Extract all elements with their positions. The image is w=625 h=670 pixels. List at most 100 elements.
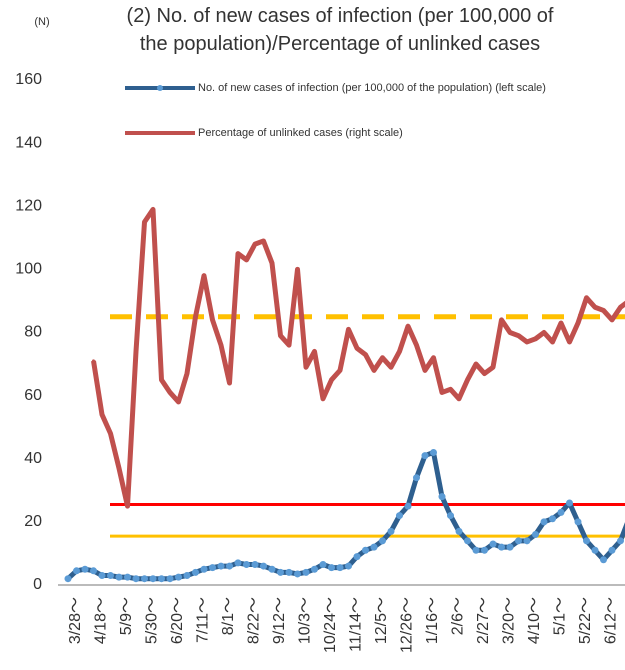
data-point <box>413 474 420 482</box>
data-point <box>277 568 284 576</box>
data-point <box>610 318 614 322</box>
x-tick-label: 4/10～ <box>526 597 543 644</box>
data-point <box>285 568 293 576</box>
data-point <box>491 365 495 369</box>
title-line: the population)/Percentage of unlinked c… <box>140 33 540 55</box>
data-point <box>557 508 565 516</box>
data-point <box>158 575 165 583</box>
data-point <box>328 564 335 572</box>
legend-label: Percentage of unlinked cases (right scal… <box>198 127 403 139</box>
x-tick-label: 10/3～ <box>297 597 314 644</box>
x-tick-label: 2/27～ <box>475 597 492 644</box>
legend-marker <box>157 85 163 91</box>
data-point <box>64 575 72 583</box>
data-point <box>132 575 140 583</box>
data-point <box>228 381 231 385</box>
data-point <box>92 359 95 363</box>
data-point <box>168 390 172 394</box>
data-point <box>549 515 556 523</box>
data-point <box>260 562 267 570</box>
data-point <box>447 512 454 520</box>
data-point <box>90 567 97 575</box>
data-point <box>430 448 437 456</box>
data-point <box>464 537 471 545</box>
data-point <box>593 305 597 309</box>
data-point <box>115 573 123 581</box>
data-point <box>253 242 257 246</box>
x-tick-label: 5/30～ <box>144 597 161 644</box>
data-point <box>370 543 378 551</box>
data-point <box>107 572 114 580</box>
data-point <box>585 296 588 300</box>
y-tick-label: 80 <box>24 324 42 341</box>
data-point <box>440 390 444 394</box>
title-line: (2) No. of new cases of infection (per 1… <box>127 5 554 27</box>
data-point <box>98 572 106 580</box>
data-point <box>583 537 590 545</box>
data-point <box>617 537 624 545</box>
data-point <box>506 543 514 551</box>
data-point <box>124 573 131 581</box>
data-point <box>372 368 376 372</box>
data-point <box>362 546 369 554</box>
data-point <box>568 340 571 344</box>
data-point <box>515 537 522 545</box>
data-point <box>542 331 546 334</box>
data-point <box>192 568 199 576</box>
x-tick-label: 8/22～ <box>246 597 263 644</box>
data-point <box>160 378 163 382</box>
data-point <box>149 575 157 583</box>
data-point <box>619 305 622 309</box>
data-point <box>268 565 276 573</box>
data-point <box>100 413 104 417</box>
data-point <box>311 565 318 573</box>
series-line <box>66 449 625 582</box>
data-point <box>517 334 520 338</box>
data-point <box>381 356 384 360</box>
x-tick-label: 5/9～ <box>118 597 135 635</box>
data-point <box>185 372 189 376</box>
data-point <box>209 564 216 572</box>
x-tick-label: 11/14～ <box>348 597 365 652</box>
data-point <box>404 502 412 510</box>
data-point <box>540 518 548 526</box>
x-tick-label: 6/12～ <box>603 597 620 644</box>
data-point <box>355 346 359 350</box>
data-point <box>534 337 537 341</box>
data-point <box>287 343 291 347</box>
y-tick-label: 20 <box>24 513 42 530</box>
y-tick-label: 160 <box>15 71 42 88</box>
data-point <box>194 315 197 319</box>
x-tick-label: 1/16～ <box>424 597 441 644</box>
y-tick-label: 60 <box>24 387 42 404</box>
data-point <box>449 387 452 391</box>
data-point <box>296 267 299 271</box>
data-point <box>364 353 367 357</box>
data-point <box>432 356 435 360</box>
data-point <box>143 220 146 224</box>
data-point <box>398 349 401 353</box>
data-point <box>330 378 333 382</box>
data-point <box>109 432 112 435</box>
data-point <box>498 543 505 551</box>
data-point <box>294 570 301 578</box>
data-point <box>559 321 563 325</box>
data-point <box>219 343 223 347</box>
x-tick-label: 4/18～ <box>93 597 110 644</box>
data-point <box>566 499 573 507</box>
data-point <box>481 546 488 554</box>
y-tick-label: 100 <box>15 261 42 278</box>
data-point <box>489 540 497 548</box>
x-tick-label: 8/1～ <box>220 597 237 635</box>
data-point <box>81 565 89 573</box>
data-point <box>532 531 539 538</box>
x-tick-label: 5/1～ <box>552 597 569 635</box>
data-point <box>200 565 208 573</box>
y-tick-label: 40 <box>24 450 42 467</box>
data-point <box>304 365 308 369</box>
data-point <box>438 493 446 501</box>
data-point <box>406 324 410 328</box>
data-point <box>270 261 274 265</box>
data-point <box>500 318 503 322</box>
